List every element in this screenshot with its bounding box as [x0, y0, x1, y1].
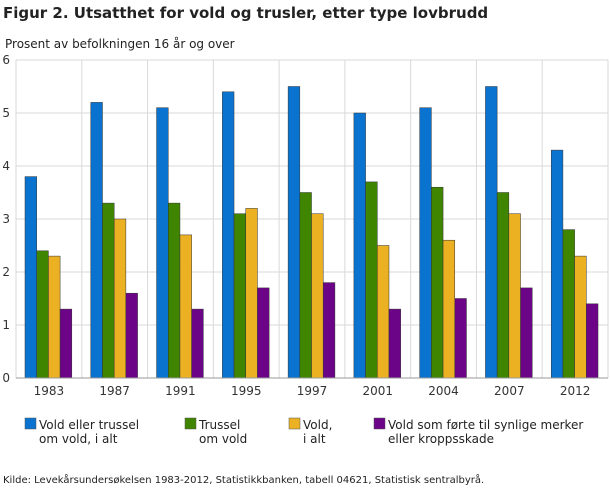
legend-label: om vold, i alt [39, 432, 118, 446]
x-tick-label: 2007 [494, 384, 525, 398]
bar [113, 218, 127, 379]
bar [550, 149, 564, 379]
bar [222, 91, 235, 379]
legend-swatch [184, 417, 197, 430]
legend-label: Trussel [198, 418, 240, 432]
bar [586, 303, 599, 379]
bar [24, 176, 37, 379]
bar [322, 282, 336, 379]
y-tick-label: 5 [2, 106, 10, 120]
bar [179, 234, 192, 379]
bar [125, 292, 138, 379]
bar [59, 308, 73, 379]
bar [48, 255, 61, 379]
bar [233, 213, 246, 379]
bar [508, 213, 521, 379]
bar [485, 86, 498, 379]
bar [156, 107, 169, 379]
y-tick-label: 6 [2, 53, 10, 67]
bar [520, 287, 533, 379]
bar [245, 208, 258, 379]
bar [377, 245, 390, 379]
bar [365, 181, 378, 379]
y-tick-label: 4 [2, 159, 10, 173]
legend-label: om vold [199, 432, 247, 446]
bar [299, 192, 312, 379]
bar [311, 213, 324, 379]
x-tick-label: 1983 [34, 384, 65, 398]
x-tick-label: 1991 [165, 384, 196, 398]
x-tick-label: 1995 [231, 384, 262, 398]
x-tick-label: 2001 [363, 384, 394, 398]
bar [442, 239, 456, 379]
bar [353, 112, 366, 379]
bar [257, 287, 270, 379]
y-tick-label: 0 [2, 371, 10, 385]
bar [419, 107, 432, 379]
bar [431, 186, 444, 379]
legend-swatch [24, 417, 37, 430]
bar [574, 255, 587, 379]
legend-label: Vold, [303, 418, 332, 432]
axes: 0 1 2 3 4 5 6 1983 1987 1991 1995 1997 2001 2004 2007 2… [2, 53, 608, 398]
legend-swatch [288, 417, 301, 430]
bar [287, 86, 301, 379]
x-tick-label: 1997 [297, 384, 328, 398]
bar [36, 250, 49, 379]
x-tick-label: 2004 [428, 384, 459, 398]
bar [168, 202, 181, 379]
gridlines [15, 59, 609, 379]
y-axis-label: Prosent av befolkningen 16 år og over [5, 37, 235, 51]
y-tick-label: 2 [2, 265, 10, 279]
chart-title: Figur 2. Utsatthet for vold og trusler, … [3, 4, 488, 22]
legend-label: Vold eller trussel [39, 418, 139, 432]
x-tick-label: 1987 [99, 384, 130, 398]
bar [496, 192, 510, 379]
legend-swatch [373, 417, 386, 430]
legend-label: i alt [303, 432, 326, 446]
y-tick-label: 3 [2, 212, 10, 226]
legend-label: eller kroppsskade [388, 432, 494, 446]
bar [562, 229, 575, 379]
bar [388, 308, 401, 379]
legend-label: Vold som førte til synlige merker [388, 418, 583, 432]
source-note: Kilde: Levekårsundersøkelsen 1983-2012, … [3, 473, 484, 486]
bars [24, 86, 599, 379]
bar [454, 298, 467, 379]
y-tick-label: 1 [2, 318, 10, 332]
bar [102, 202, 115, 379]
x-tick-label: 2012 [560, 384, 591, 398]
bar [191, 308, 204, 379]
bar [90, 102, 103, 379]
